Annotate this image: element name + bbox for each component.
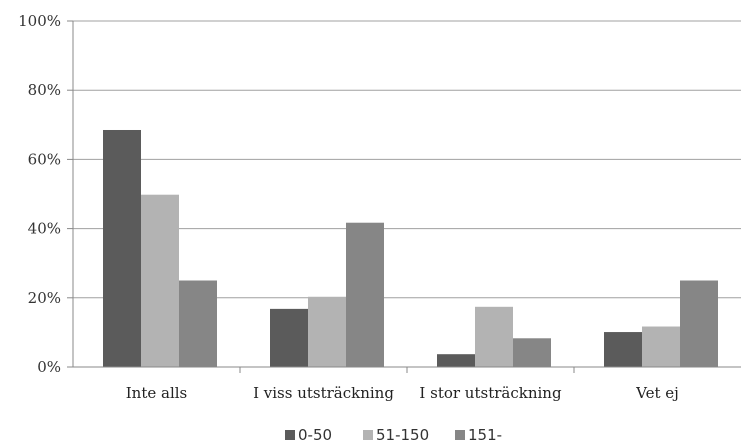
y-tick-label: 100% [18,12,61,30]
y-axis-ticks: 0% 20% 40% 60% 80% 100% [18,12,73,376]
bars [103,129,718,367]
legend-swatch-0-50 [285,430,295,440]
bar-151- [179,280,217,367]
legend: 0-50 51-150 151- [285,426,502,444]
y-tick-label: 0% [37,358,61,376]
legend-label-51-150: 51-150 [376,426,429,444]
bar-51-150 [475,306,513,367]
x-category-label: I viss utsträckning [253,384,394,402]
bar-151- [513,338,551,367]
legend-label-0-50: 0-50 [298,426,332,444]
bar-0-50 [103,129,141,367]
x-category-label: I stor utsträckning [419,384,562,402]
x-axis: Inte alls I viss utsträckning I stor utstr… [72,21,741,402]
bar-151- [346,222,384,367]
legend-swatch-151- [455,430,465,440]
x-category-label: Inte alls [126,384,188,402]
y-tick-label: 20% [28,289,61,307]
bar-51-150 [141,194,179,367]
bar-0-50 [437,354,475,367]
bar-51-150 [642,326,680,367]
y-tick-label: 80% [28,81,61,99]
bar-51-150 [308,296,346,367]
y-tick-label: 40% [28,220,61,238]
y-tick-label: 60% [28,150,61,168]
bar-151- [680,280,718,367]
bar-0-50 [604,332,642,367]
bar-0-50 [270,308,308,367]
legend-swatch-51-150 [363,430,373,440]
legend-label-151-: 151- [468,426,502,444]
x-category-label: Vet ej [635,384,679,402]
